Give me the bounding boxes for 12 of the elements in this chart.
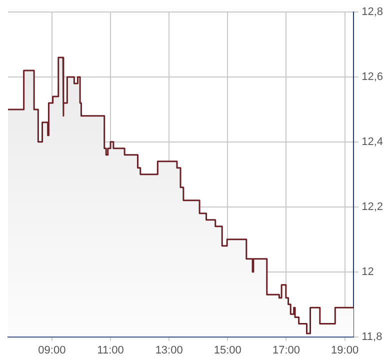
y-tick-label: 12,8 [362,6,384,18]
x-tick-label: 15:00 [214,344,242,356]
x-tick-label: 13:00 [155,344,183,356]
x-tick-label: 19:00 [331,344,359,356]
y-tick-label: 12,2 [362,200,384,213]
y-tick-label: 12 [362,266,374,278]
y-tick-label: 12,6 [362,70,384,83]
x-tick-label: 17:00 [272,344,300,356]
x-tick-label: 09:00 [38,344,66,356]
y-tick-label: 11,8 [362,330,382,343]
x-tick-label: 11:00 [97,344,124,356]
y-tick-label: 12,4 [362,136,384,148]
